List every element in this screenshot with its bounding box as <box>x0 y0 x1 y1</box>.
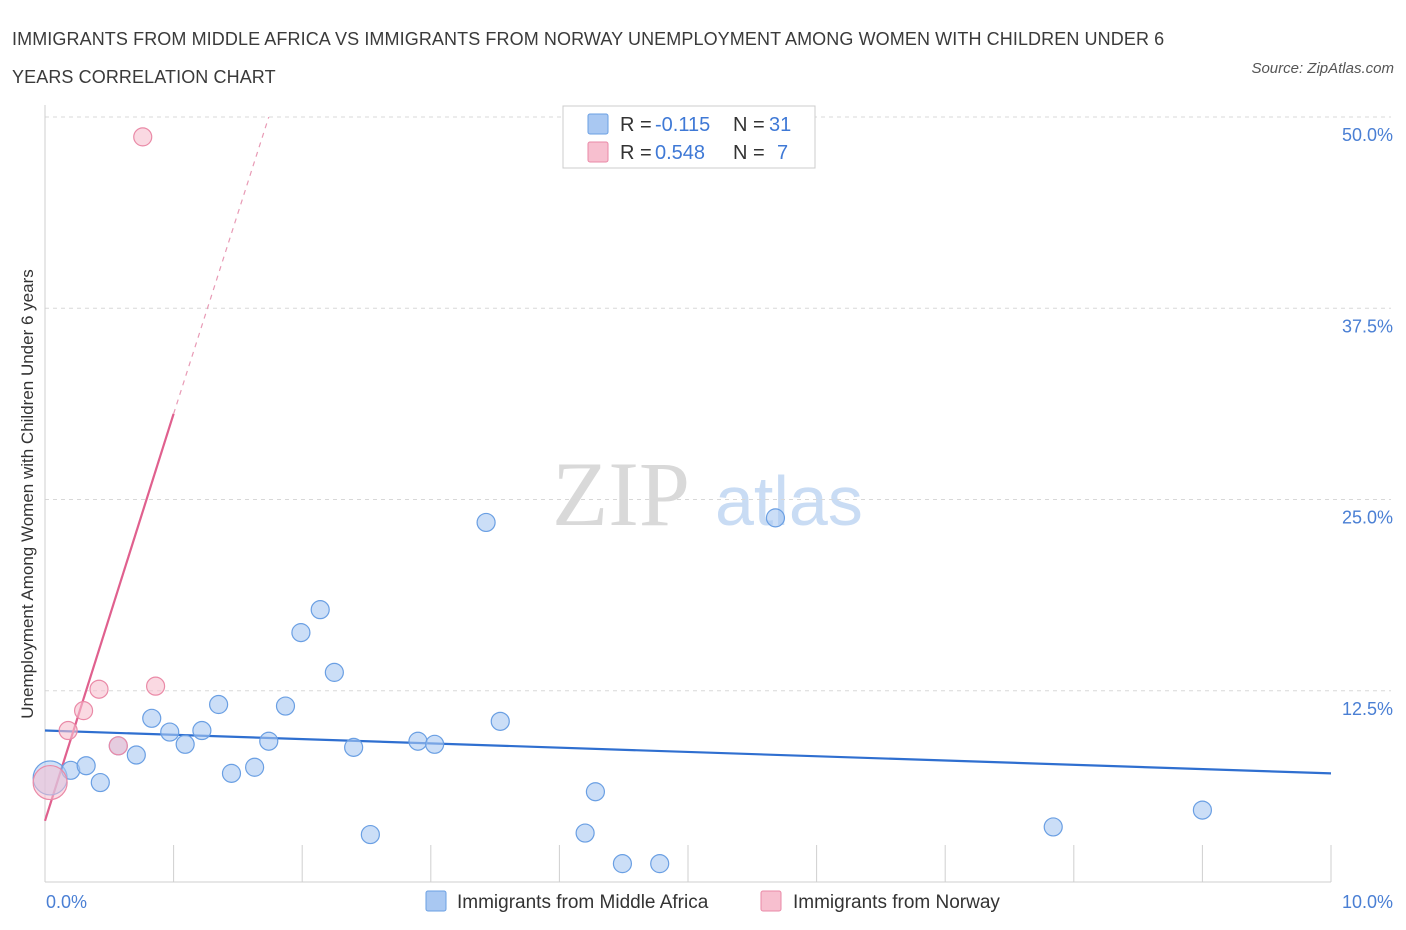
chart-title: IMMIGRANTS FROM MIDDLE AFRICA VS IMMIGRA… <box>12 29 1165 87</box>
x-tick-label-min: 0.0% <box>46 892 87 912</box>
point-norway <box>108 736 128 756</box>
watermark-zip: ZIP <box>552 443 690 545</box>
source-label: Source: ZipAtlas.com <box>1251 60 1394 77</box>
series-swatch-middle-africa <box>425 890 447 912</box>
correlation-legend: R = -0.115 N = 31 R = 0.548 N = 7 <box>562 105 816 169</box>
data-points <box>32 127 1213 874</box>
series-label-norway: Immigrants from Norway <box>793 892 1000 913</box>
legend-n-value-1: 31 <box>769 114 791 136</box>
point-middle-africa <box>1043 817 1063 837</box>
series-label-middle-africa: Immigrants from Middle Africa <box>457 892 709 913</box>
x-tick-label-max: 10.0% <box>1342 892 1393 912</box>
x-tick-marks <box>173 845 1332 882</box>
point-middle-africa <box>142 708 162 728</box>
point-norway <box>58 720 78 741</box>
y-axis-label: Unemployment Among Women with Children U… <box>18 269 37 718</box>
point-middle-africa <box>192 720 212 741</box>
point-middle-africa <box>490 711 510 731</box>
point-middle-africa <box>476 512 496 533</box>
legend-swatch-blue <box>587 113 609 135</box>
point-middle-africa <box>160 722 180 742</box>
point-middle-africa <box>221 763 242 783</box>
y-tick-label: 37.5% <box>1342 316 1393 336</box>
point-middle-africa <box>575 823 595 843</box>
x-tick-labels: 0.0% 10.0% <box>46 892 1393 912</box>
trend-line-norway-extension <box>173 116 270 415</box>
watermark-atlas: atlas <box>715 462 863 540</box>
legend-r-label-2: R = <box>620 142 652 164</box>
point-middle-africa <box>585 782 606 802</box>
point-middle-africa <box>175 734 195 754</box>
point-middle-africa <box>1192 800 1213 820</box>
legend-r-value-2: 0.548 <box>655 142 705 164</box>
point-middle-africa <box>765 508 786 528</box>
y-tick-labels: 12.5% 25.0% 37.5% 50.0% <box>1342 125 1393 719</box>
series-legend: Immigrants from Middle Africa Immigrants… <box>425 890 1000 913</box>
point-middle-africa <box>126 745 146 765</box>
point-middle-africa <box>650 854 670 874</box>
legend-swatch-pink <box>587 141 609 163</box>
point-middle-africa <box>90 772 110 793</box>
point-middle-africa <box>360 824 380 845</box>
trend-line-norway <box>43 413 175 822</box>
trend-lines <box>43 116 1332 822</box>
series-swatch-norway <box>760 890 782 912</box>
point-middle-africa <box>245 757 265 777</box>
legend-r-label-1: R = <box>620 114 652 136</box>
y-tick-label: 50.0% <box>1342 125 1393 145</box>
point-norway <box>145 676 166 696</box>
point-middle-africa <box>425 734 445 754</box>
point-norway <box>32 764 68 801</box>
y-tick-label: 12.5% <box>1342 699 1393 719</box>
point-middle-africa <box>612 854 633 874</box>
point-middle-africa <box>310 600 330 620</box>
point-norway <box>133 127 153 147</box>
legend-n-label-2: N = <box>733 142 765 164</box>
grid-lines <box>45 116 1391 692</box>
point-middle-africa <box>209 694 229 715</box>
point-middle-africa <box>275 696 296 716</box>
point-middle-africa <box>324 662 344 682</box>
point-middle-africa <box>344 737 364 757</box>
point-middle-africa <box>408 731 428 751</box>
point-norway <box>73 701 94 721</box>
point-middle-africa <box>76 756 96 776</box>
point-middle-africa <box>259 731 279 751</box>
legend-n-value-2: 7 <box>777 142 788 164</box>
legend-n-label-1: N = <box>733 114 765 136</box>
y-tick-label: 25.0% <box>1342 508 1393 528</box>
point-norway <box>89 679 109 699</box>
trend-line-middle-africa <box>44 729 1332 775</box>
legend-r-value-1: -0.115 <box>655 114 710 136</box>
point-middle-africa <box>291 623 311 643</box>
